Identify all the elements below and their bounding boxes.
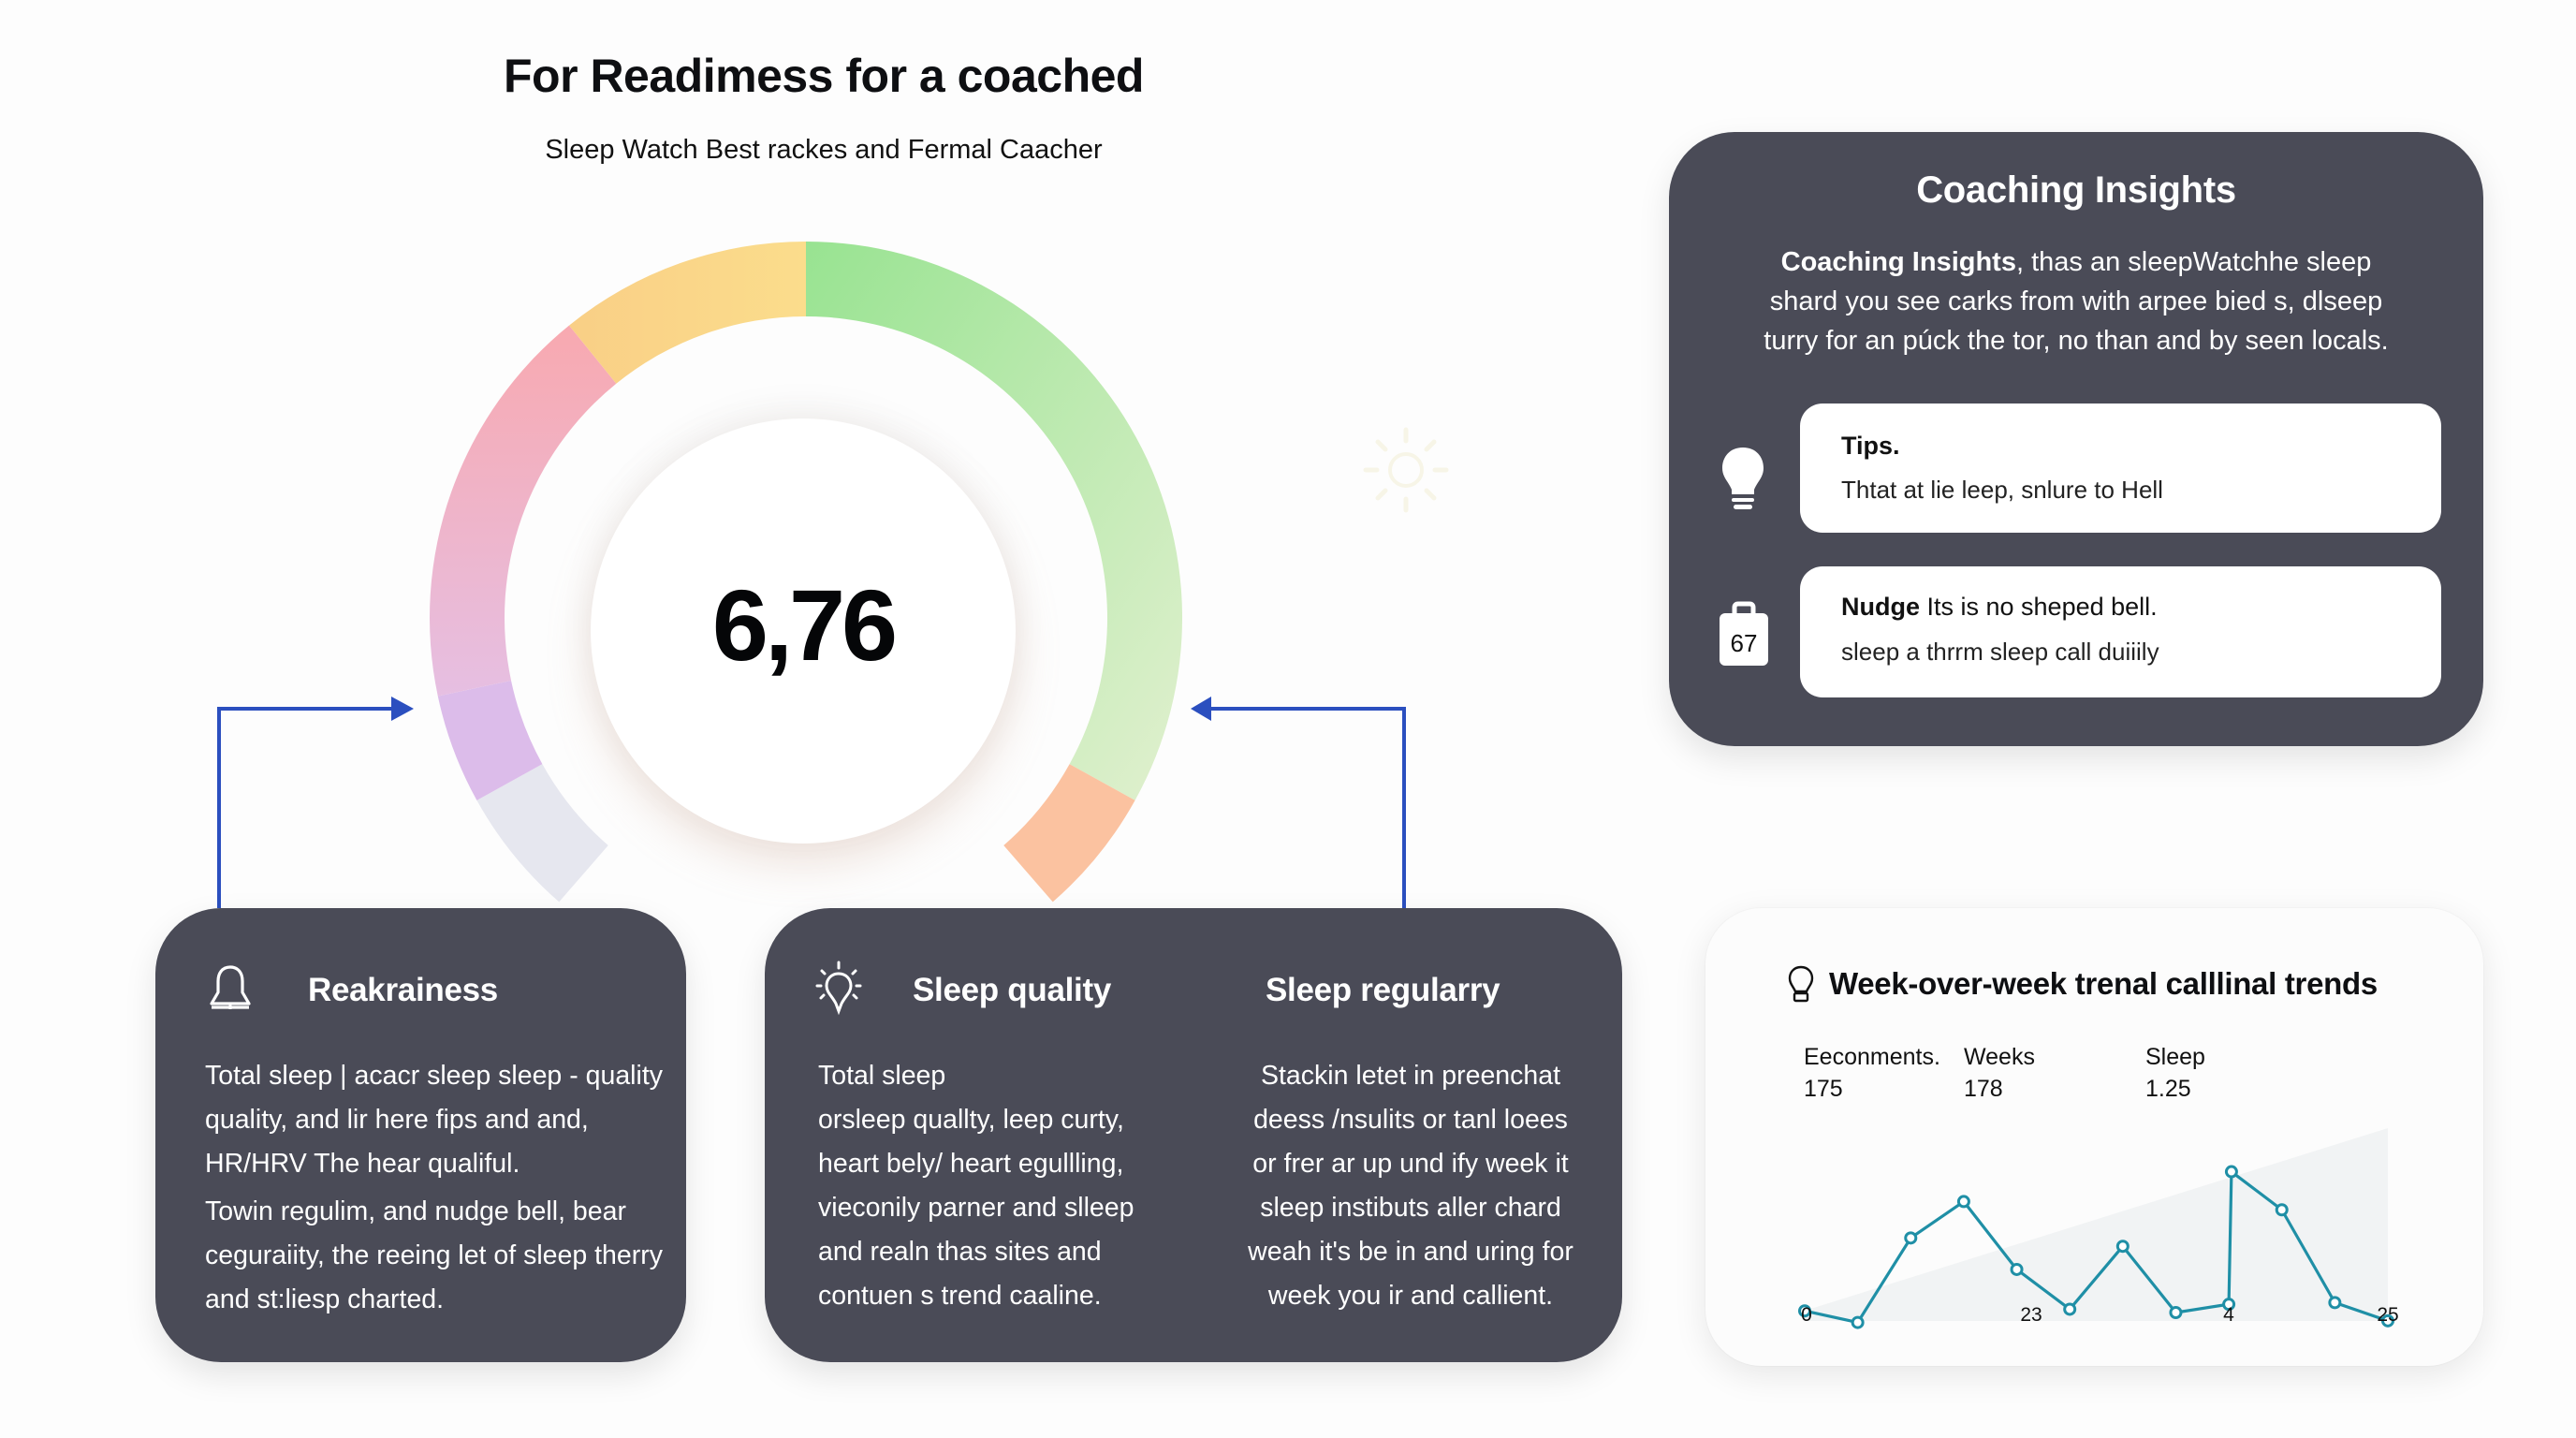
readiness-title: Reakrainess	[308, 972, 498, 1008]
sleep-quality-title: Sleep quality	[913, 972, 1111, 1008]
data-point	[2328, 1296, 2342, 1310]
data-point	[2115, 1240, 2130, 1254]
coaching-insights-card: Coaching Insights Coaching Insights, tha…	[1669, 132, 2483, 746]
nudge-text-2: sleep a thrrm sleep call duiiily	[1841, 638, 2159, 666]
coaching-intro-bold: Coaching Insights	[1780, 247, 2016, 277]
lightbulb-sun-icon	[815, 961, 862, 1016]
data-point	[2275, 1203, 2289, 1217]
readiness-para-1: Total sleep | acacr sleep sleep - qualit…	[205, 1061, 663, 1179]
sleep-regularity-line: sleep instibuts aller chard	[1260, 1193, 1561, 1223]
nudge-badge-number: 67	[1731, 629, 1758, 657]
coaching-intro-line1: , thas an sleepWatchhe sleep	[2015, 247, 2372, 277]
weekly-trends-card: Week-over-week trenal calllinal trends E…	[1705, 908, 2483, 1366]
data-point	[2224, 1165, 2238, 1179]
sun-icon	[1363, 427, 1449, 513]
sleep-regularity-line: deess /nsulits or tanl loees	[1253, 1105, 1568, 1135]
data-point	[2010, 1262, 2024, 1276]
coaching-intro-line3: turry for an púck the tor, no than and …	[1764, 326, 2389, 356]
sleep-regularity-line: Stackin letet in preenchat	[1260, 1061, 1561, 1091]
sleep-quality-line: vieconily parner and slleep	[818, 1193, 1134, 1223]
nudge-line1: Nudge Its is no sheped bell.	[1841, 593, 2158, 622]
sleep-regularity-title: Sleep regularry	[1266, 972, 1500, 1008]
sleep-regularity-body: Stackin letet in preenchat deess /nsulit…	[1223, 1054, 1598, 1318]
data-point	[1956, 1195, 1970, 1209]
data-point	[1798, 1304, 1811, 1318]
x-axis-label: 0	[1801, 1304, 1812, 1326]
nudge-label: Nudge	[1841, 593, 1920, 621]
page-title: For Readimess for a coached	[504, 50, 1144, 102]
readiness-score: 6,76	[711, 567, 898, 682]
nudge-card[interactable]: Nudge Its is no sheped bell. sleep a thr…	[1800, 566, 2441, 697]
sleep-regularity-line: weah it's be in and uring for	[1248, 1237, 1573, 1267]
lightbulb-outline-icon	[1788, 965, 1814, 1003]
trends-title: Week-over-week trenal calllinal trends	[1829, 966, 2378, 1001]
tips-text: Thtat at lie leep, snlure to Hell	[1841, 476, 2163, 504]
sleep-regularity-line: or frer ar up und ify week it	[1252, 1149, 1569, 1179]
bell-icon	[210, 965, 251, 1009]
stat-label: Weeks	[1964, 1044, 2035, 1070]
data-point	[2222, 1298, 2236, 1312]
calendar-badge-icon: 67	[1720, 601, 1768, 666]
coaching-intro-line2: shard you see carks from with arpee bied…	[1769, 286, 2383, 316]
sleep-quality-line: heart bely/ heart egullling,	[818, 1149, 1124, 1179]
sleep-quality-line: orsleep quallty, leep curty,	[818, 1105, 1124, 1135]
data-point	[2063, 1302, 2077, 1316]
readiness-card: Reakrainess Total sleep | acacr sleep sl…	[155, 908, 686, 1362]
sleep-quality-regularity-card: Sleep quality Sleep regularry Total slee…	[765, 908, 1622, 1362]
gauge-segment-peach	[1003, 764, 1135, 902]
readiness-body: Total sleep | acacr sleep sleep - qualit…	[205, 1054, 673, 1322]
sleep-regularity-line: week you ir and callient.	[1267, 1281, 1554, 1311]
data-point	[1904, 1231, 1918, 1245]
gauge-segment-purple	[437, 680, 543, 800]
stat-value: 178	[1964, 1076, 2003, 1102]
coaching-title: Coaching Insights	[1916, 169, 2236, 211]
x-axis-label: 23	[2020, 1304, 2042, 1326]
sleep-quality-line: contuen s trend caaline.	[818, 1281, 1102, 1311]
data-point	[2381, 1313, 2394, 1328]
gauge-segment-yellow	[569, 242, 806, 384]
sleep-quality-body: Total sleep orsleep quallty, leep curty,…	[818, 1054, 1211, 1318]
tips-card[interactable]: Tips. Thtat at lie leep, snlure to Hell	[1800, 404, 2441, 533]
data-point	[1851, 1315, 1865, 1329]
stat-value: 175	[1804, 1076, 1843, 1102]
data-point	[2169, 1305, 2183, 1319]
stat-value: 1.25	[2145, 1076, 2191, 1102]
tips-label: Tips.	[1841, 432, 1900, 460]
coaching-intro: Coaching Insights, thas an sleepWatchhe …	[1725, 242, 2427, 360]
stat-label: Eeconments.	[1804, 1044, 1940, 1070]
trend-line-chart	[1798, 1128, 2394, 1329]
gauge-segment-pink	[430, 325, 617, 697]
stat-label: Sleep	[2145, 1044, 2205, 1070]
gauge-segment-green	[806, 242, 1183, 800]
gauge-segment-grey	[476, 764, 608, 902]
sleep-quality-line: Total sleep	[818, 1061, 946, 1091]
nudge-text-1: Its is no sheped bell.	[1920, 593, 2158, 621]
page-subtitle: Sleep Watch Best rackes and Fermal Caach…	[545, 135, 1103, 165]
gauge-center-disc	[591, 418, 1016, 844]
x-axis-label: 25	[2377, 1304, 2399, 1326]
x-axis-label: 4	[2223, 1304, 2234, 1326]
lightbulb-icon	[1722, 448, 1764, 509]
readiness-para-2: Towin regulim, and nudge bell, bear cegu…	[205, 1196, 663, 1314]
sleep-quality-line: and realn thas sites and	[818, 1237, 1102, 1267]
readiness-gauge	[430, 242, 1183, 902]
